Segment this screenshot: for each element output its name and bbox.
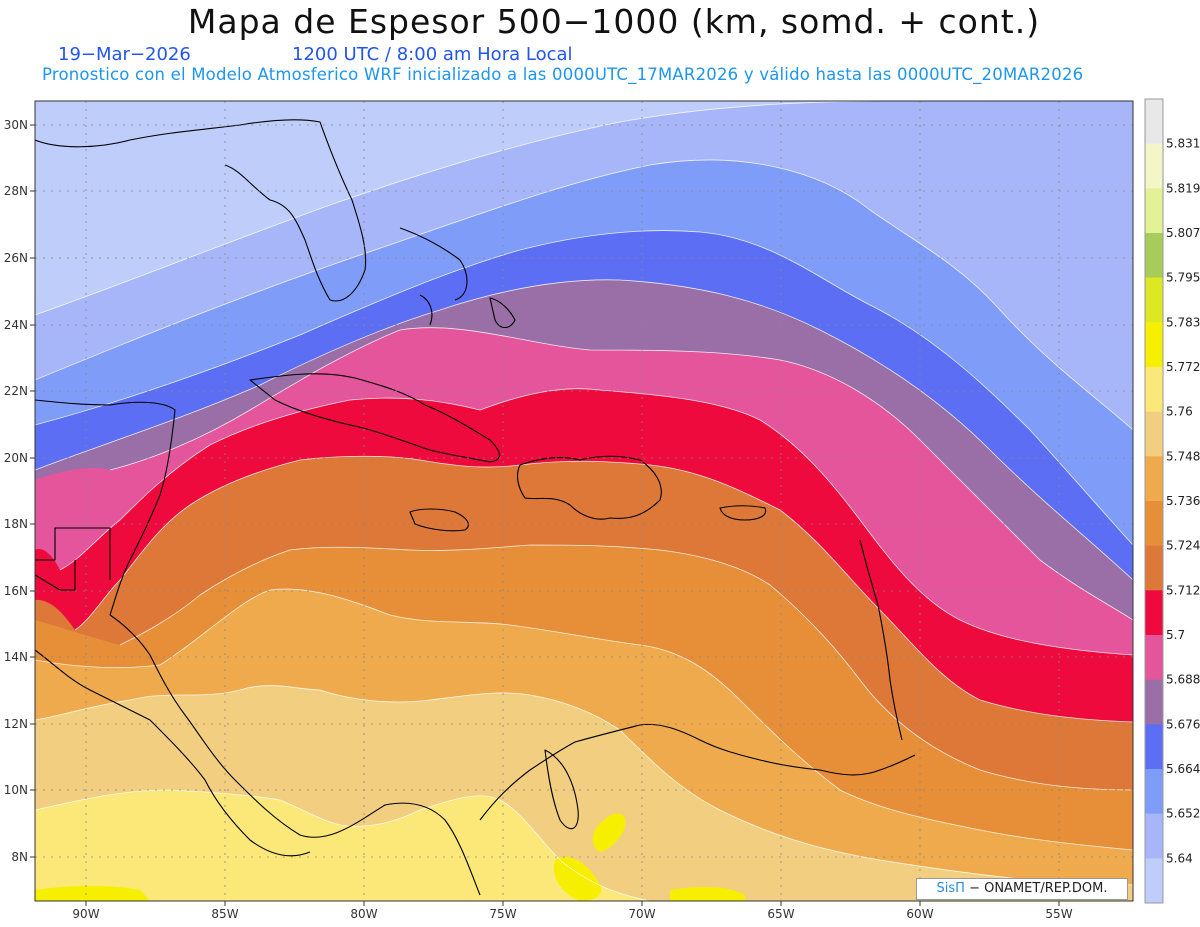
lat-label: 10N	[4, 783, 28, 797]
colorbar-level-label: 5.772	[1166, 360, 1200, 374]
colorbar-level-label: 5.748	[1166, 449, 1200, 463]
colorbar-level-label: 5.664	[1166, 762, 1200, 776]
lon-label: 65W	[767, 907, 794, 921]
lon-label: 55W	[1045, 907, 1072, 921]
lon-label: 75W	[489, 907, 516, 921]
colorbar-swatch	[1145, 590, 1163, 636]
colorbar-level-label: 5.783	[1166, 315, 1200, 329]
lat-label: 20N	[4, 451, 28, 465]
colorbar-swatch	[1145, 858, 1163, 904]
colorbar-level-label: 5.807	[1166, 226, 1200, 240]
colorbar-swatch	[1145, 99, 1163, 144]
colorbar-swatch	[1145, 724, 1163, 770]
colorbar-swatch	[1145, 635, 1163, 680]
lat-label: 18N	[4, 517, 28, 531]
colorbar-swatch	[1145, 322, 1163, 368]
colorbar-level-label: 5.676	[1166, 717, 1200, 731]
lon-axis: 90W 85W 80W 75W 70W 65W 60W 55W	[72, 901, 1073, 921]
colorbar-level-label: 5.831	[1166, 137, 1200, 151]
lat-axis: 30N 28N 26N 24N 22N 20N 18N 16N 14N 12N …	[4, 118, 35, 864]
lon-label: 85W	[211, 907, 238, 921]
credit-brand: SisΠ	[936, 881, 965, 896]
map-frame	[34, 100, 1134, 902]
colorbar-swatch	[1145, 501, 1163, 546]
colorbar-swatch	[1145, 679, 1163, 725]
valid-date: 19−Mar−2026	[58, 44, 191, 65]
colorbar-level-label: 5.688	[1166, 673, 1200, 687]
colorbar-swatch	[1145, 277, 1163, 323]
lat-label: 8N	[11, 850, 28, 864]
valid-time: 1200 UTC / 8:00 am Hora Local	[292, 44, 573, 65]
lat-label: 30N	[4, 118, 28, 132]
lat-label: 26N	[4, 251, 28, 265]
colorbar-swatch	[1145, 545, 1163, 591]
lat-label: 16N	[4, 584, 28, 598]
thickness-field	[35, 101, 1133, 901]
coastlines	[35, 119, 916, 896]
lon-label: 90W	[72, 907, 99, 921]
colorbar-swatch	[1145, 456, 1163, 502]
lat-label: 22N	[4, 384, 28, 398]
colorbar-swatch	[1145, 367, 1163, 412]
colorbar-level-label: 5.7	[1166, 628, 1185, 642]
page-title: Mapa de Espesor 500−1000 (km, somd. + co…	[187, 2, 1041, 41]
map-grid	[35, 101, 1133, 901]
colorbar-level-label: 5.76	[1166, 405, 1193, 419]
colorbar-level-label: 5.64	[1166, 851, 1193, 865]
colorbar-level-label: 5.724	[1166, 539, 1200, 553]
subtitle: Pronostico con el Modelo Atmosferico WRF…	[42, 65, 1084, 84]
colorbar-swatch	[1145, 233, 1163, 278]
colorbar-border	[1144, 98, 1164, 904]
lon-label: 60W	[906, 907, 933, 921]
colorbar-swatch	[1145, 143, 1163, 189]
colorbar-swatch	[1145, 813, 1163, 859]
lon-label: 70W	[628, 907, 655, 921]
lat-label: 28N	[4, 184, 28, 198]
colorbar-swatch	[1145, 411, 1163, 457]
colorbar-level-label: 5.712	[1166, 583, 1200, 597]
colorbar-level-label: 5.795	[1166, 271, 1200, 285]
colorbar-swatch	[1145, 769, 1163, 814]
colorbar-level-label: 5.736	[1166, 494, 1200, 508]
credit-text: − ONAMET/REP.DOM.	[964, 881, 1108, 896]
lon-label: 80W	[350, 907, 377, 921]
colorbar-swatch	[1145, 188, 1163, 234]
colorbar: 5.831 5.819 5.807 5.795 5.783 5.772 5.76 5.748 5…	[1144, 98, 1200, 904]
colorbar-level-label: 5.652	[1166, 807, 1200, 821]
colorbar-level-label: 5.819	[1166, 181, 1200, 195]
lat-label: 12N	[4, 717, 28, 731]
lat-label: 24N	[4, 318, 28, 332]
credit-box: SisΠ − ONAMET/REP.DOM.	[916, 878, 1128, 900]
lat-label: 14N	[4, 650, 28, 664]
